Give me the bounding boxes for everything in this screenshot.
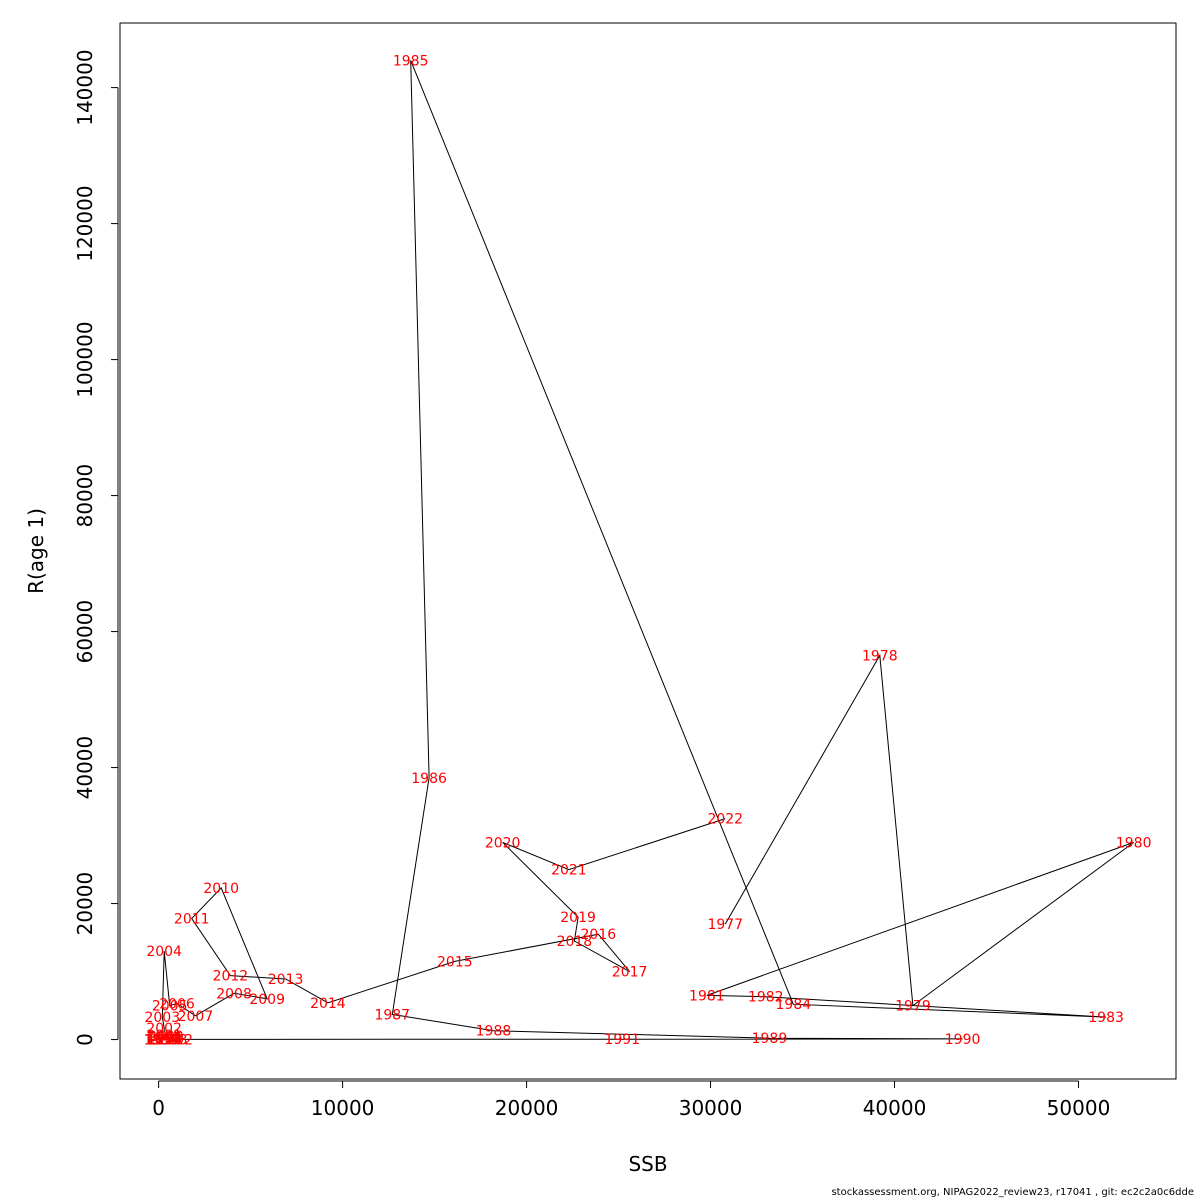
point-label: 1977	[707, 917, 743, 933]
y-tick-label: 80000	[73, 464, 97, 528]
y-tick-label: 0	[73, 1033, 97, 1046]
point-label: 2010	[203, 881, 239, 897]
point-label: 2006	[159, 997, 195, 1013]
point-label: 2019	[560, 910, 596, 926]
point-label: 1989	[752, 1031, 788, 1047]
point-label: 1999	[146, 1031, 182, 1047]
point-label: 2005	[152, 999, 188, 1015]
x-tick-label: 30000	[679, 1096, 743, 1120]
point-label: 2020	[485, 835, 521, 851]
point-label: 1990	[945, 1032, 981, 1048]
point-labels: 1977 1978 1979 1980 1981 1982 1983 1984 1985 1986…	[144, 53, 1152, 1048]
point-label: 1985	[393, 53, 429, 69]
point-label: 2009	[249, 992, 285, 1008]
point-label: 1988	[476, 1024, 512, 1040]
y-axis-title: R(age 1)	[24, 508, 48, 594]
footer-credit: stockassessment.org, NIPAG2022_review23,…	[831, 1187, 1194, 1198]
point-label: 1996	[144, 1032, 180, 1048]
point-label: 1978	[862, 648, 898, 664]
point-label: 1986	[411, 771, 447, 787]
x-tick-label: 10000	[311, 1096, 375, 1120]
x-axis: 0 10000 20000 30000 40000 50000	[152, 1080, 1111, 1120]
point-label: 2018	[557, 934, 593, 950]
x-tick-label: 20000	[495, 1096, 559, 1120]
point-label: 2008	[216, 986, 252, 1002]
point-label: 2004	[146, 944, 182, 960]
point-label: 2001	[146, 1028, 182, 1044]
point-label: 2013	[268, 972, 304, 988]
point-label: 2021	[551, 863, 587, 879]
point-label: 2011	[174, 912, 210, 928]
point-label: 1992	[157, 1032, 193, 1048]
point-label: 2002	[146, 1021, 182, 1037]
point-label: 1995	[144, 1032, 180, 1048]
point-label: 1993	[152, 1032, 188, 1048]
y-tick-label: 40000	[73, 736, 97, 800]
y-tick-label: 60000	[73, 600, 97, 664]
point-label: 1979	[895, 999, 931, 1015]
point-label: 2000	[148, 1029, 184, 1045]
point-label: 1981	[689, 988, 725, 1004]
y-axis: 0 20000 40000 60000 80000 100000 120000 140000	[73, 49, 119, 1046]
point-label: 2017	[612, 965, 648, 981]
point-label: 1984	[776, 997, 812, 1013]
point-label: 1983	[1088, 1010, 1124, 1026]
point-label: 2014	[310, 996, 346, 1012]
point-label: 1980	[1116, 835, 1152, 851]
point-label: 2022	[707, 812, 743, 828]
point-label: 1982	[748, 990, 784, 1006]
point-label: 2015	[437, 954, 473, 970]
point-label: 2003	[144, 1010, 180, 1026]
x-tick-label: 0	[152, 1096, 165, 1120]
x-axis-title: SSB	[628, 1152, 667, 1176]
y-tick-label: 120000	[73, 185, 97, 261]
point-label: 2012	[213, 969, 249, 985]
point-label: 1987	[374, 1007, 410, 1023]
point-label: 2007	[178, 1009, 214, 1025]
y-tick-label: 140000	[73, 49, 97, 125]
y-tick-label: 20000	[73, 872, 97, 936]
plot-frame	[119, 22, 1177, 1080]
x-tick-label: 40000	[863, 1096, 927, 1120]
x-tick-label: 50000	[1047, 1096, 1111, 1120]
y-tick-label: 100000	[73, 321, 97, 397]
point-label: 1994	[146, 1032, 182, 1048]
point-label: 1998	[146, 1032, 182, 1048]
point-label: 2016	[581, 927, 617, 943]
point-label: 1991	[604, 1032, 640, 1048]
series-path	[161, 60, 1134, 1040]
point-label: 1997	[144, 1032, 180, 1048]
